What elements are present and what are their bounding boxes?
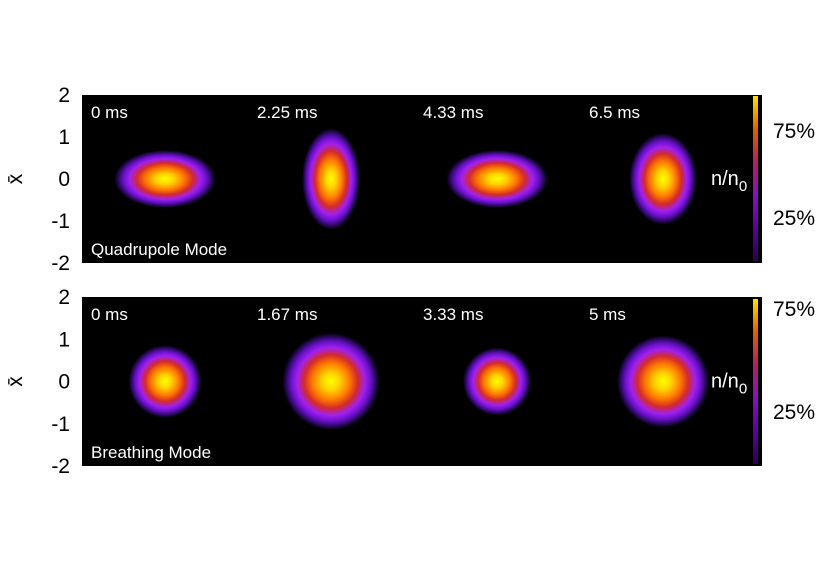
colorbar-tick-label: 75% <box>773 120 815 143</box>
density-cloud <box>302 128 360 230</box>
snapshot-time: 0 ms <box>91 305 128 324</box>
colorbar-tick-label: 75% <box>773 298 815 321</box>
y-axis-label: x̄ <box>4 376 27 387</box>
mode-label: Breathing Mode <box>91 443 211 462</box>
snapshot-time: 6.5 ms <box>589 103 640 122</box>
y-tick-label: -2 <box>51 252 70 275</box>
y-tick-label: -1 <box>51 210 70 233</box>
panel-1: 0 ms 2.25 ms 4.33 ms 6.5 ms Quadrupole Mode 2… <box>4 84 815 275</box>
y-tick-label: 2 <box>58 286 70 309</box>
colorbar <box>753 299 758 464</box>
colorbar-tick-label: 25% <box>773 207 815 230</box>
y-tick-label: -2 <box>51 455 70 478</box>
mode-label: Quadrupole Mode <box>91 240 227 259</box>
snapshot-time: 2.25 ms <box>257 103 317 122</box>
y-axis-label: x̄ <box>4 173 27 184</box>
colorbar-tick-label: 25% <box>773 401 815 424</box>
density-cloud <box>114 150 216 208</box>
density-cloud <box>282 332 380 431</box>
density-cloud <box>446 150 548 208</box>
cloud-group <box>128 332 710 431</box>
y-tick-label: 0 <box>58 371 70 394</box>
snapshot-time: 0 ms <box>91 103 128 122</box>
y-tick-label: 0 <box>58 168 70 191</box>
snapshot-time: 3.33 ms <box>423 305 483 324</box>
y-tick-label: 2 <box>58 84 70 107</box>
density-cloud <box>128 345 202 418</box>
snapshot-time: 1.67 ms <box>257 305 317 324</box>
y-tick-label: -1 <box>51 413 70 436</box>
cloud-group <box>114 128 697 230</box>
snapshot-time: 5 ms <box>589 305 626 324</box>
snapshot-time: 4.33 ms <box>423 103 483 122</box>
colorbar <box>753 96 758 261</box>
density-cloud <box>629 133 697 225</box>
y-tick-label: 1 <box>58 328 70 351</box>
y-tick-label: 1 <box>58 126 70 149</box>
density-cloud <box>462 347 532 416</box>
colorbar-label: n/n0 <box>711 371 747 398</box>
panel-2: 0 ms 1.67 ms 3.33 ms 5 ms Breathing Mode 2 1 0 -… <box>4 286 815 478</box>
colorbar-label: n/n0 <box>711 168 747 195</box>
density-cloud <box>616 335 710 428</box>
